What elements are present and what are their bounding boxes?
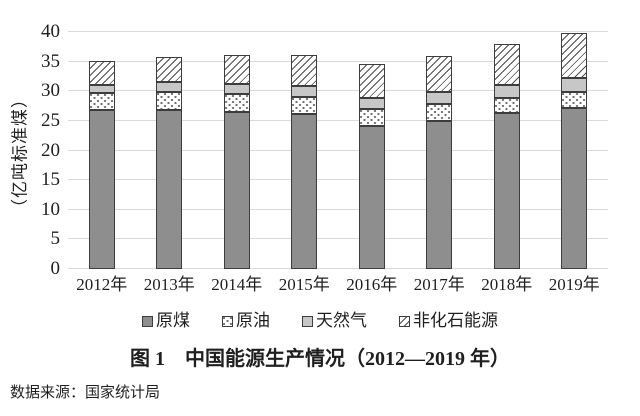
- legend: 原煤 原油 天然气 非化石能源: [0, 311, 640, 331]
- bar: [358, 64, 385, 269]
- gridline: [68, 238, 608, 240]
- bar-segment-非化石能源: [561, 33, 588, 79]
- legend-item: 原煤: [142, 311, 190, 331]
- bar-segment-天然气: [223, 83, 250, 95]
- bar-segment-原煤: [88, 110, 115, 269]
- gridline: [68, 119, 608, 121]
- y-tick-label: 0: [50, 258, 61, 279]
- bar-segment-原油: [358, 109, 385, 127]
- bar: [291, 55, 318, 269]
- y-tick-label: 40: [41, 21, 60, 42]
- legend-label: 非化石能源: [413, 311, 498, 330]
- bar-segment-天然气: [426, 92, 453, 104]
- x-tick-label: 2016年: [346, 275, 398, 294]
- legend-item: 非化石能源: [399, 311, 498, 331]
- gridline: [68, 149, 608, 151]
- gridline: [68, 31, 608, 32]
- y-tick-label: 15: [41, 169, 60, 191]
- bar-segment-原油: [88, 93, 115, 111]
- bar-segment-非化石能源: [358, 64, 385, 99]
- bar: [88, 61, 115, 269]
- x-tick-label: 2013年: [143, 275, 195, 294]
- bar-segment-原煤: [561, 107, 588, 269]
- bar-segment-非化石能源: [426, 56, 453, 93]
- x-tick-label: 2017年: [413, 275, 465, 294]
- bar-segment-非化石能源: [156, 56, 183, 83]
- bar: [561, 33, 588, 269]
- gridline: [68, 268, 608, 269]
- bar-segment-天然气: [358, 98, 385, 110]
- y-tick-label: 25: [41, 109, 60, 131]
- plot-area: [68, 31, 608, 269]
- bar-segment-原煤: [291, 114, 318, 269]
- legend-item: 原油: [222, 311, 270, 331]
- legend-marker-hatch-icon: [399, 315, 410, 327]
- bar: [426, 56, 453, 269]
- bar-segment-非化石能源: [291, 55, 318, 86]
- y-tick-label: 30: [41, 80, 60, 102]
- legend-label: 原油: [236, 311, 270, 330]
- y-tick-label: 20: [41, 139, 60, 161]
- y-tick-label: 5: [50, 228, 61, 250]
- bar-segment-原油: [156, 91, 183, 110]
- y-axis: 0 5 10 15 20 25 30 35 40: [0, 21, 61, 279]
- bar-segment-原煤: [426, 121, 453, 269]
- legend-marker-solid-dark-icon: [142, 315, 153, 327]
- x-tick-label: 2019年: [548, 275, 600, 294]
- bar-segment-原油: [223, 94, 250, 112]
- y-tick-label: 10: [41, 198, 60, 220]
- bar: [223, 54, 250, 269]
- legend-marker-dots-icon: [222, 315, 233, 327]
- bar: [493, 44, 520, 269]
- bar-segment-原油: [493, 97, 520, 114]
- bar-segment-原油: [561, 91, 588, 108]
- bar-segment-原煤: [156, 109, 183, 269]
- bar-segment-天然气: [493, 84, 520, 98]
- gridline: [68, 90, 608, 92]
- x-tick-label: 2018年: [481, 275, 533, 294]
- x-axis: 2012年 2013年 2014年 2015年 2016年 2017年 2018年 2019年: [68, 274, 608, 298]
- x-tick-label: 2014年: [211, 275, 263, 294]
- bar-segment-非化石能源: [88, 61, 115, 86]
- legend-item: 天然气: [302, 311, 367, 331]
- legend-label: 原煤: [156, 311, 190, 330]
- bar-segment-原煤: [223, 112, 250, 269]
- bar-segment-天然气: [88, 85, 115, 94]
- y-tick-label: 35: [41, 50, 60, 72]
- gridline: [68, 179, 608, 181]
- x-tick-label: 2012年: [76, 275, 128, 294]
- bar: [156, 56, 183, 269]
- figure-caption: 图 1 中国能源生产情况（2012—2019 年）: [130, 348, 510, 370]
- bar-segment-天然气: [156, 82, 183, 92]
- gridline: [68, 208, 608, 210]
- legend-marker-solid-light-icon: [302, 315, 313, 327]
- legend-label: 天然气: [316, 311, 367, 330]
- bar-segment-原煤: [358, 126, 385, 269]
- gridline: [68, 60, 608, 62]
- bar-segment-原油: [291, 96, 318, 115]
- bar-segment-原油: [426, 103, 453, 122]
- bar-segment-原煤: [493, 113, 520, 269]
- bar-segment-非化石能源: [223, 54, 250, 84]
- bar-segment-天然气: [291, 85, 318, 97]
- bar-segment-非化石能源: [493, 44, 520, 85]
- bar-segment-天然气: [561, 78, 588, 92]
- x-tick-label: 2015年: [278, 275, 330, 294]
- data-source: 数据来源：国家统计局: [10, 385, 161, 401]
